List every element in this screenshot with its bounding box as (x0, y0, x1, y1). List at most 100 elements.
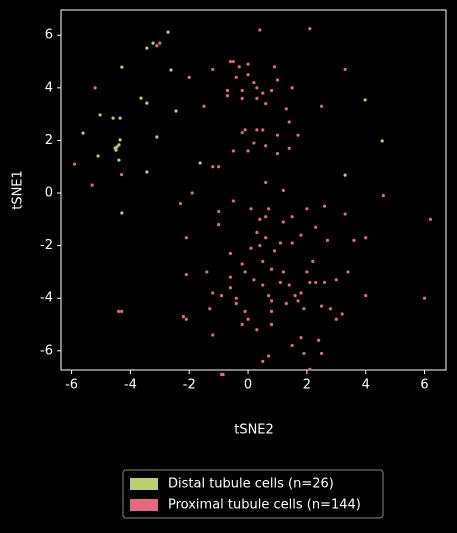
point (219, 293, 224, 298)
point (155, 135, 159, 139)
point (151, 41, 155, 45)
point (322, 280, 327, 285)
point (181, 315, 185, 319)
legend-label: Proximal tubule cells (n=144) (168, 498, 361, 513)
point (346, 270, 350, 274)
point (308, 280, 312, 285)
point (299, 233, 303, 237)
point (287, 120, 291, 124)
point (269, 322, 274, 327)
point (267, 354, 271, 358)
point (284, 301, 288, 306)
point (290, 241, 294, 245)
point (299, 291, 303, 295)
legend-swatch (130, 499, 158, 511)
point (319, 351, 324, 356)
point (221, 372, 225, 377)
point (174, 109, 178, 113)
point (305, 270, 309, 274)
point (96, 154, 100, 158)
x-tick-label: -6 (65, 378, 78, 393)
point (363, 98, 367, 102)
point (255, 86, 259, 90)
point (281, 270, 285, 274)
x-tick-label: 2 (303, 378, 311, 393)
point (272, 65, 277, 69)
point (118, 116, 122, 120)
point (237, 65, 241, 69)
point (319, 304, 324, 308)
x-tick-label: -4 (124, 378, 137, 393)
point (308, 367, 312, 371)
point (278, 241, 283, 245)
point (240, 96, 244, 100)
point (422, 296, 427, 300)
point (322, 204, 327, 208)
point (114, 148, 118, 152)
y-tick-label: -2 (40, 238, 53, 253)
point (118, 138, 122, 142)
point (208, 307, 212, 311)
point (261, 283, 265, 287)
point (119, 173, 124, 177)
point (187, 75, 191, 79)
y-tick-label: -6 (40, 343, 53, 358)
point (211, 165, 215, 169)
y-axis-label: tSNE1 (11, 170, 26, 210)
point (234, 296, 238, 300)
point (211, 67, 215, 72)
point (231, 199, 235, 203)
point (258, 28, 262, 32)
point (343, 212, 347, 216)
point (269, 299, 274, 303)
point (269, 88, 274, 93)
point (267, 207, 271, 211)
x-tick-label: -2 (183, 378, 196, 393)
point (90, 183, 94, 187)
point (240, 322, 244, 327)
point (211, 291, 215, 295)
point (184, 317, 188, 321)
point (364, 293, 368, 298)
point (314, 225, 318, 229)
point (234, 301, 238, 306)
legend-box (122, 469, 384, 519)
point (217, 222, 221, 227)
point (255, 96, 259, 100)
point (231, 149, 235, 153)
point (284, 107, 288, 111)
point (261, 259, 265, 263)
y-tick-label: -4 (40, 291, 53, 306)
point (264, 102, 268, 106)
point (231, 59, 235, 64)
point (317, 338, 321, 342)
point (305, 207, 309, 211)
point (275, 133, 280, 137)
point (308, 27, 312, 31)
point (249, 246, 253, 250)
point (261, 91, 265, 95)
point (380, 139, 384, 143)
point (120, 65, 124, 69)
point (228, 59, 233, 64)
point (296, 299, 300, 303)
legend-swatch (130, 478, 158, 490)
point (287, 283, 291, 287)
point (178, 201, 183, 206)
y-tick-label: 2 (45, 133, 53, 148)
point (290, 343, 294, 348)
point (246, 317, 250, 321)
point (139, 96, 143, 100)
point (311, 259, 315, 263)
point (166, 30, 170, 34)
y-tick-label: 0 (45, 186, 53, 201)
y-tick-label: 6 (45, 28, 53, 43)
point (190, 191, 194, 195)
point (343, 173, 347, 177)
x-tick-label: 0 (244, 378, 252, 393)
point (343, 67, 347, 72)
point (119, 309, 124, 313)
point (145, 170, 149, 174)
